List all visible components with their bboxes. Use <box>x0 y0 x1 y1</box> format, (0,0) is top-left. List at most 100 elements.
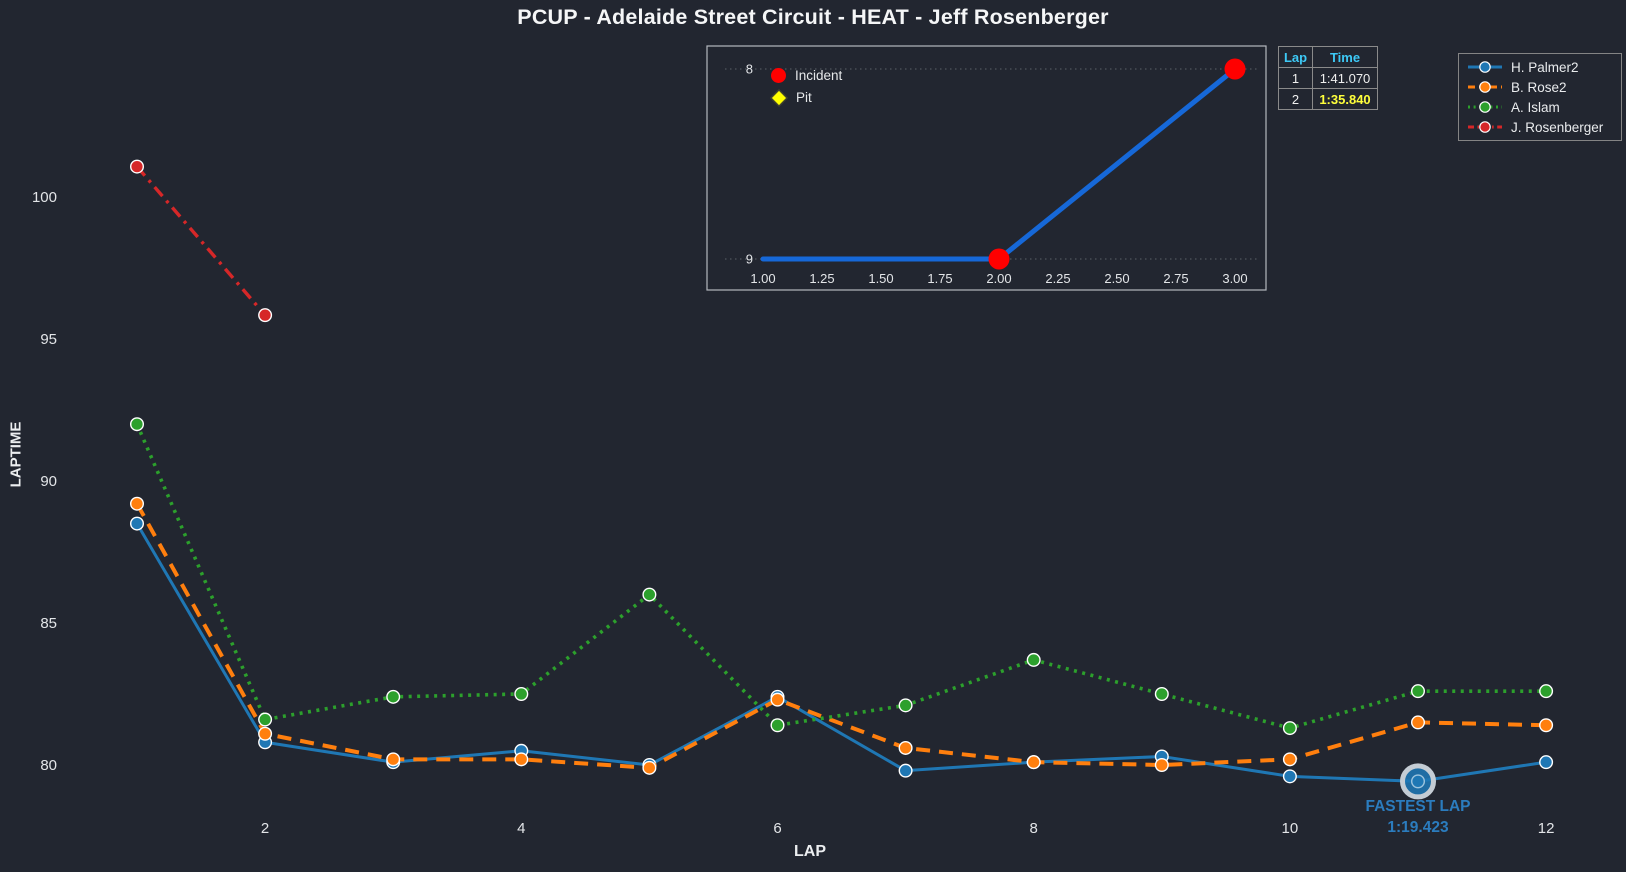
line-sample-icon <box>1467 99 1503 115</box>
x-tick-label: 6 <box>773 820 781 837</box>
time-cell-0: 1:41.070 <box>1312 67 1378 89</box>
series-marker-a-islam <box>770 718 785 733</box>
table-header-lap: Lap <box>1278 46 1313 68</box>
series-line-j-rosenberger <box>135 165 267 317</box>
fastest-lap-marker-inner <box>1410 774 1425 789</box>
x-tick-label: 8 <box>1030 820 1038 837</box>
incident-marker <box>1224 58 1246 80</box>
inset-x-tick-label: 3.00 <box>1222 271 1247 286</box>
incident-marker <box>988 248 1010 270</box>
series-line-h-palmer2 <box>135 522 1547 783</box>
series-marker-b-rose2 <box>642 760 657 775</box>
series-marker-b-rose2 <box>386 752 401 767</box>
incident-marker-icon <box>771 68 786 83</box>
inset-y-tick-label: 9 <box>746 252 753 267</box>
series-marker-b-rose2 <box>1410 715 1425 730</box>
page-title: PCUP - Adelaide Street Circuit - HEAT - … <box>517 5 1109 29</box>
series-marker-b-rose2 <box>1026 755 1041 770</box>
laptime-table: Lap Time 1 1:41.070 2 1:35.840 <box>1278 46 1378 110</box>
driver-legend: H. Palmer2 B. Rose2 A. Islam J. Rosenber… <box>1458 53 1622 141</box>
legend-item-a-islam: A. Islam <box>1467 97 1615 117</box>
series-marker-b-rose2 <box>1539 718 1554 733</box>
legend-sample-marker <box>1479 101 1491 113</box>
legend-label: H. Palmer2 <box>1511 59 1579 75</box>
legend-sample-marker <box>1479 61 1491 73</box>
lap-cell-1: 2 <box>1278 88 1313 110</box>
y-axis-label: LAPTIME <box>7 421 25 488</box>
pit-legend-label: Pit <box>796 90 812 105</box>
inset-x-tick-label: 2.25 <box>1045 271 1070 286</box>
fastest-lap-label: FASTEST LAP <box>1365 798 1471 815</box>
y-tick-label: 90 <box>40 473 57 490</box>
line-sample-icon <box>1467 79 1503 95</box>
y-tick-label: 100 <box>32 189 57 206</box>
inset-legend-item-pit: Pit <box>770 89 812 106</box>
series-marker-a-islam <box>129 417 144 432</box>
inset-x-tick-label: 1.50 <box>868 271 893 286</box>
table-header-row: Lap Time <box>1278 46 1378 68</box>
series-marker-a-islam <box>898 698 913 713</box>
legend-sample-marker <box>1479 121 1491 133</box>
inset-position-line <box>760 66 1238 262</box>
y-tick-label: 95 <box>40 331 57 348</box>
time-cell-1: 1:35.840 <box>1312 88 1378 110</box>
legend-label: J. Rosenberger <box>1511 119 1604 135</box>
series-marker-a-islam <box>1282 721 1297 736</box>
inset-legend-item-incident: Incident <box>771 68 842 83</box>
legend-line-sample <box>1468 61 1502 73</box>
series-marker-h-palmer2 <box>1282 769 1297 784</box>
x-tick-label: 2 <box>261 820 269 837</box>
legend-item-h-palmer2: H. Palmer2 <box>1467 57 1615 77</box>
line-sample-icon <box>1467 59 1503 75</box>
incident-legend-label: Incident <box>795 68 843 83</box>
series-marker-b-rose2 <box>770 692 785 707</box>
series-marker-h-palmer2 <box>1539 755 1554 770</box>
inset-x-tick-label: 2.75 <box>1163 271 1188 286</box>
legend-item-b-rose2: B. Rose2 <box>1467 77 1615 97</box>
series-marker-b-rose2 <box>129 496 144 511</box>
series-marker-a-islam <box>1410 684 1425 699</box>
x-tick-label: 10 <box>1282 820 1299 837</box>
series-marker-b-rose2 <box>258 726 273 741</box>
inset-x-tick-label: 2.50 <box>1104 271 1129 286</box>
x-tick-label: 12 <box>1538 820 1555 837</box>
legend-label: B. Rose2 <box>1511 79 1567 95</box>
fastest-lap-marker <box>1400 763 1436 800</box>
series-marker-a-islam <box>642 587 657 602</box>
legend-item-j-rosenberger: J. Rosenberger <box>1467 117 1615 137</box>
inset-x-tick-label: 1.75 <box>927 271 952 286</box>
fastest-lap-time: 1:19.423 <box>1387 819 1449 836</box>
table-row: 2 1:35.840 <box>1278 88 1378 110</box>
series-marker-b-rose2 <box>1282 752 1297 767</box>
series-marker-a-islam <box>1026 652 1041 667</box>
series-marker-h-palmer2 <box>129 516 144 531</box>
lap-cell-0: 1 <box>1278 67 1313 89</box>
legend-sample-marker <box>1479 81 1491 93</box>
x-tick-label: 4 <box>517 820 525 837</box>
series-marker-b-rose2 <box>514 752 529 767</box>
series-marker-j-rosenberger <box>129 159 144 174</box>
series-line-a-islam <box>135 423 1547 730</box>
legend-label: A. Islam <box>1511 99 1560 115</box>
legend-line-sample <box>1468 81 1502 93</box>
pit-marker-icon <box>770 89 788 106</box>
inset-x-tick-label: 1.00 <box>750 271 775 286</box>
inset-x-tick-label: 2.00 <box>986 271 1011 286</box>
series-marker-b-rose2 <box>1154 758 1169 773</box>
table-header-time: Time <box>1312 46 1378 68</box>
series-marker-a-islam <box>1539 684 1554 699</box>
series-marker-h-palmer2 <box>898 763 913 778</box>
y-tick-label: 85 <box>40 615 57 632</box>
legend-line-sample <box>1468 101 1502 113</box>
inset-panel-border <box>706 45 1267 291</box>
series-marker-b-rose2 <box>898 740 913 755</box>
line-sample-icon <box>1467 119 1503 135</box>
series-marker-a-islam <box>514 687 529 702</box>
x-axis-label: LAP <box>794 843 826 860</box>
table-row: 1 1:41.070 <box>1278 67 1378 89</box>
series-marker-a-islam <box>258 712 273 727</box>
legend-line-sample <box>1468 121 1502 133</box>
y-tick-label: 80 <box>40 757 57 774</box>
